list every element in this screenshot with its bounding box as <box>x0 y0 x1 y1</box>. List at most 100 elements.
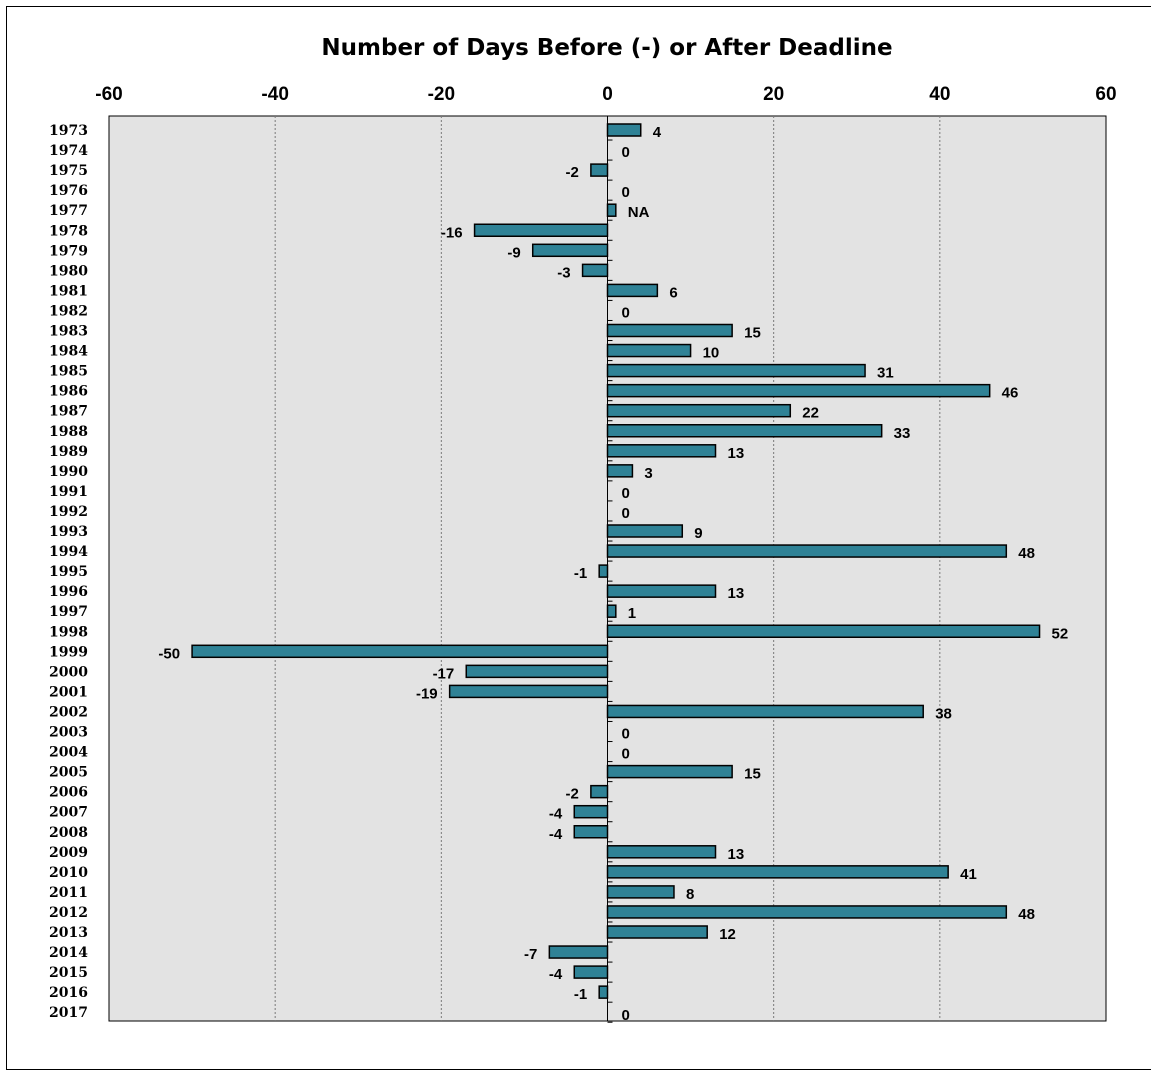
data-label: -3 <box>557 264 570 281</box>
data-label: -19 <box>416 685 438 702</box>
data-label: 9 <box>694 525 702 542</box>
bar <box>606 203 617 217</box>
bar <box>573 965 609 979</box>
y-tick-label: 1993 <box>49 524 88 540</box>
y-tick-label: 1992 <box>49 504 88 520</box>
data-label: 15 <box>744 766 761 783</box>
bar <box>191 644 609 659</box>
bar <box>606 403 792 418</box>
y-axis-ticks: 1973 1974 1975 1976 1977 1978 1979 1980 1981 1982… <box>49 123 88 1021</box>
bar <box>606 865 949 879</box>
y-tick-label: 1980 <box>49 263 88 279</box>
bar <box>531 243 609 258</box>
bar <box>590 163 609 177</box>
y-tick-label: 1983 <box>49 324 88 340</box>
y-tick-label: 2005 <box>49 765 88 781</box>
data-label: 1 <box>628 605 636 622</box>
data-label: -1 <box>574 565 587 582</box>
data-label: 6 <box>669 284 677 301</box>
y-tick-label: 2003 <box>49 725 88 741</box>
data-label: 3 <box>644 465 652 482</box>
bar <box>581 263 609 278</box>
x-tick-label: 0 <box>602 84 613 105</box>
y-tick-label: 1981 <box>49 283 88 299</box>
x-axis-ticks: -60 -40 -20 0 20 40 60 <box>95 84 1116 105</box>
x-tick-label: -20 <box>428 84 455 105</box>
bar <box>590 784 609 799</box>
bar <box>606 383 991 398</box>
data-label: -4 <box>549 826 563 843</box>
data-label: 13 <box>728 846 745 863</box>
y-tick-label: 1977 <box>49 203 88 219</box>
data-label: 0 <box>622 505 630 522</box>
bar <box>606 925 708 939</box>
bar <box>606 764 733 779</box>
y-tick-label: 1975 <box>49 163 88 179</box>
y-tick-label: 2013 <box>49 925 88 941</box>
y-tick-label: 2000 <box>49 664 88 680</box>
bar <box>448 684 609 699</box>
data-label: NA <box>628 204 650 221</box>
zero-axis <box>607 116 613 1023</box>
data-label: -2 <box>566 164 579 181</box>
data-label: -2 <box>566 786 579 803</box>
bar <box>606 624 1041 638</box>
y-tick-label: 1989 <box>49 444 88 460</box>
data-label: 31 <box>877 365 894 382</box>
y-tick-label: 2016 <box>49 985 88 1001</box>
x-tick-label: 40 <box>929 84 950 105</box>
y-tick-label: 1994 <box>49 544 88 560</box>
bar <box>606 885 675 899</box>
data-label: 48 <box>1018 906 1035 923</box>
y-tick-label: 2011 <box>49 885 88 901</box>
data-label: 46 <box>1002 385 1019 402</box>
bar <box>606 283 659 298</box>
data-label: -17 <box>433 665 455 682</box>
y-tick-label: 1991 <box>49 484 88 500</box>
data-label: -16 <box>441 224 463 241</box>
y-tick-label: 1973 <box>49 123 88 139</box>
data-label: 48 <box>1018 545 1035 562</box>
data-label: 0 <box>622 725 630 742</box>
bar <box>606 123 642 137</box>
data-label: 22 <box>802 405 819 422</box>
y-tick-label: 2010 <box>49 865 88 881</box>
bar <box>606 343 692 358</box>
bar <box>606 905 1008 919</box>
y-tick-label: 2017 <box>49 1005 88 1021</box>
data-label: -7 <box>524 946 537 963</box>
data-label: 0 <box>622 485 630 502</box>
y-tick-label: 1979 <box>49 243 88 259</box>
y-tick-label: 1974 <box>49 143 88 159</box>
y-tick-label: 2015 <box>49 965 88 981</box>
y-tick-label: 1999 <box>49 644 88 660</box>
data-label: 52 <box>1052 625 1069 642</box>
y-tick-label: 1984 <box>49 344 88 360</box>
x-tick-label: -60 <box>95 84 122 105</box>
bar <box>606 524 684 538</box>
data-label: 33 <box>894 425 911 442</box>
y-tick-label: 1982 <box>49 303 88 319</box>
bar <box>573 804 609 819</box>
y-tick-label: 2012 <box>49 905 88 921</box>
bar <box>606 845 717 859</box>
y-tick-label: 1986 <box>49 384 88 400</box>
bar <box>606 544 1008 558</box>
gridlines <box>274 116 941 1021</box>
y-tick-label: 1996 <box>49 584 88 600</box>
bar <box>598 564 609 578</box>
bars <box>191 123 1041 999</box>
y-tick-label: 2014 <box>49 945 88 961</box>
data-label: 41 <box>960 866 977 883</box>
data-label: -50 <box>158 645 180 662</box>
y-tick-label: 1995 <box>49 564 88 580</box>
bar <box>606 584 717 598</box>
data-label: 0 <box>622 184 630 201</box>
y-tick-label: 1976 <box>49 183 88 199</box>
data-label: 0 <box>622 1007 630 1024</box>
data-label: 13 <box>728 585 745 602</box>
data-labels: 40-20NA-16-9-36015103146223313300948-113… <box>158 124 1068 1024</box>
data-label: 13 <box>728 445 745 462</box>
data-label: -9 <box>507 244 520 261</box>
bar <box>473 223 609 237</box>
